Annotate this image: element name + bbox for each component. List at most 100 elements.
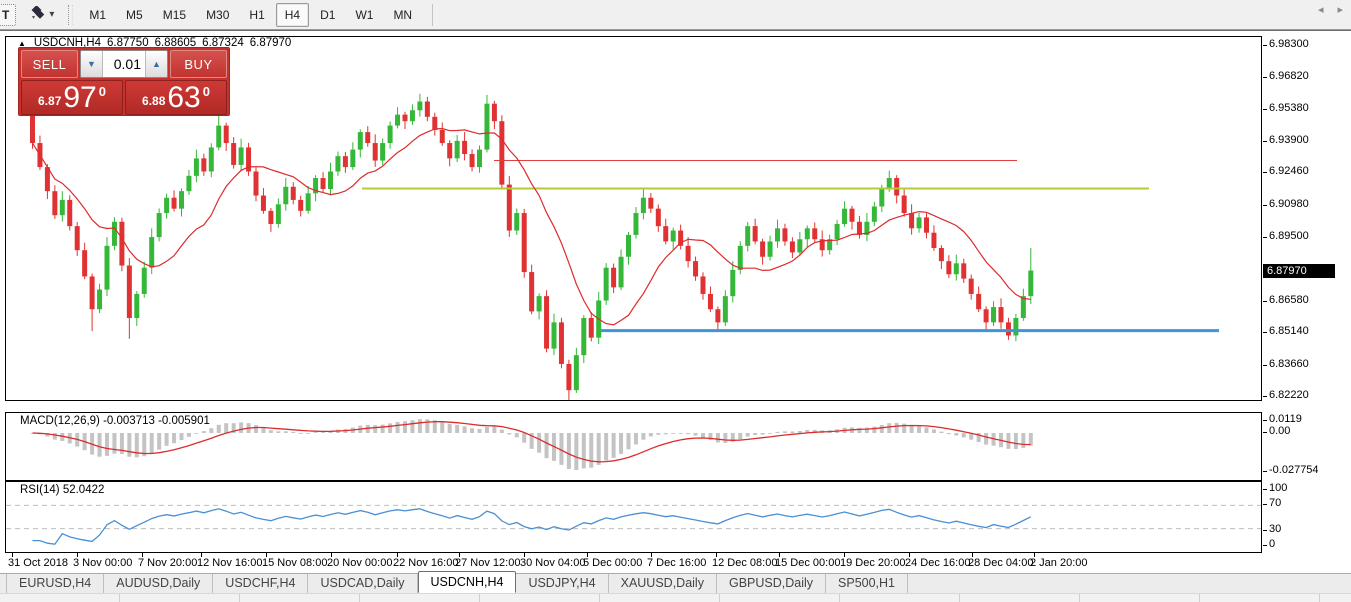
candles-canvas[interactable]	[6, 37, 1261, 400]
axis-tick-mark	[1263, 432, 1267, 433]
volume-increase-button[interactable]: ▲	[145, 51, 167, 77]
buy-price-pips: 63	[167, 81, 201, 114]
axis-tick-mark	[1263, 545, 1267, 546]
arrange-windows-button[interactable]: ▾	[25, 2, 59, 27]
chart-tab-gbpusd-daily[interactable]: GBPUSD,Daily	[717, 574, 827, 593]
sell-price-point: 0	[98, 84, 106, 99]
timeframe-group: M1 M5 M15 M30 H1 H4 D1 W1 MN	[79, 2, 422, 27]
axis-tick-mark	[1263, 396, 1267, 398]
time-tick-label: 12 Dec 08:00	[712, 557, 778, 569]
text-tool-button[interactable]: T	[0, 3, 17, 26]
buy-price-point: 0	[202, 84, 210, 99]
ohlc-low: 6.87324	[202, 37, 244, 49]
timeframe-d1[interactable]: D1	[320, 7, 336, 22]
timeframe-m1[interactable]: M1	[89, 7, 107, 22]
macd-canvas[interactable]	[6, 413, 1261, 480]
time-tick-mark	[909, 553, 910, 557]
axis-tick-mark	[1263, 420, 1267, 421]
time-tick-label: 2 Jan 20:00	[1030, 557, 1088, 569]
macd-label: MACD(12,26,9) -0.003713 -0.005901	[20, 415, 210, 427]
time-tick-label: 30 Nov 04:00	[520, 557, 586, 569]
time-tick-mark	[1034, 553, 1035, 557]
time-tick-mark	[459, 553, 460, 557]
timeframe-m30[interactable]: M30	[206, 7, 230, 22]
volume-decrease-button[interactable]: ▼	[81, 51, 103, 77]
time-tick-mark	[77, 553, 78, 557]
chart-tab-xauusd-daily[interactable]: XAUUSD,Daily	[609, 574, 717, 593]
time-tick-label: 22 Nov 16:00	[393, 557, 459, 569]
timeframe-h1[interactable]: H1	[249, 7, 265, 22]
chart-tab-usdcnh-h4[interactable]: USDCNH,H4	[417, 571, 517, 593]
timeframe-m15[interactable]: M15	[162, 7, 187, 22]
price-tick-label: 6.82220	[1269, 389, 1309, 402]
axis-tick-mark	[1263, 471, 1267, 472]
axis-tick-mark	[1263, 140, 1267, 142]
time-tick-label: 20 Nov 00:00	[327, 557, 393, 569]
time-tick-label: 5 Dec 00:00	[583, 557, 643, 569]
price-axis[interactable]: 6.98300 6.96820 6.95380 6.93900 6.92460 6.909…	[1263, 33, 1351, 558]
sell-price-pips: 97	[63, 81, 97, 114]
time-tick-mark	[266, 553, 267, 557]
timeframe-h4[interactable]: H4	[275, 2, 310, 27]
sell-price-display[interactable]: 6.87 97 0	[21, 80, 123, 115]
current-price-tag: 6.87970	[1263, 263, 1335, 278]
chart-tab-sp500-h1[interactable]: SP500,H1	[826, 574, 908, 593]
tab-scroll-right-icon[interactable]: ▸	[1337, 4, 1343, 16]
buy-price-prefix: 6.88	[142, 94, 166, 108]
arrange-windows-icon	[30, 5, 46, 23]
price-tick-label: 6.95380	[1269, 101, 1309, 114]
chart-tab-usdcad-daily[interactable]: USDCAD,Daily	[308, 574, 418, 593]
time-tick-label: 3 Nov 00:00	[73, 557, 133, 569]
tab-scroll-left-icon[interactable]: ◂	[1317, 4, 1324, 16]
one-click-collapse-icon[interactable]: ▲	[18, 38, 26, 48]
toolbar-grip[interactable]	[68, 4, 74, 25]
one-click-trading-panel: SELL ▼ 0.01 ▲ BUY 6.87 97 0 6.88 63 0	[18, 47, 230, 116]
price-tick-label: 6.96820	[1269, 70, 1309, 83]
chart-tab-usdjpy-h4[interactable]: USDJPY,H4	[516, 574, 609, 593]
time-tick-label: 28 Dec 04:00	[968, 557, 1034, 569]
timeframe-mn[interactable]: MN	[393, 7, 413, 22]
tab-scroll-buttons: ◂ ▸	[1318, 3, 1343, 16]
chart-tab-eurusd-h4[interactable]: EURUSD,H4	[6, 574, 105, 593]
chart-tab-usdchf-h4[interactable]: USDCHF,H4	[213, 574, 309, 593]
time-axis[interactable]: 31 Oct 2018 3 Nov 00:00 7 Nov 20:00 12 Nov …	[5, 553, 1263, 573]
timeframe-w1[interactable]: W1	[355, 7, 374, 22]
axis-tick-mark	[1263, 504, 1267, 505]
price-tick-label: 6.90980	[1269, 197, 1309, 210]
chart-tab-audusd-daily[interactable]: AUDUSD,Daily	[104, 574, 214, 593]
time-tick-mark	[844, 553, 845, 557]
timeframe-m5[interactable]: M5	[126, 7, 143, 22]
ohlc-high: 6.88605	[154, 37, 197, 49]
time-tick-mark	[587, 553, 588, 557]
axis-tick-mark	[1263, 530, 1267, 531]
time-tick-mark	[651, 553, 652, 557]
time-tick-mark	[972, 553, 973, 557]
chart-symbol-period: USDCNH,H4	[33, 37, 102, 49]
price-tick-label: 6.89500	[1269, 230, 1309, 243]
rsi-canvas[interactable]	[6, 482, 1261, 552]
rsi-tick-label: 100	[1269, 482, 1288, 494]
axis-tick-mark	[1263, 364, 1267, 366]
buy-button[interactable]: BUY	[170, 50, 227, 78]
rsi-tick-label: 0	[1269, 538, 1276, 550]
sell-button[interactable]: SELL	[21, 50, 78, 78]
time-tick-mark	[201, 553, 202, 557]
volume-input[interactable]: 0.01	[113, 56, 141, 72]
sell-price-prefix: 6.87	[38, 94, 62, 108]
macd-tick-label: -0.027754	[1269, 464, 1319, 476]
time-tick-mark	[779, 553, 780, 557]
price-tick-label: 6.86580	[1269, 293, 1309, 306]
chart-tab-bar: EURUSD,H4 AUDUSD,Daily USDCHF,H4 USDCAD,Dai…	[0, 571, 1351, 593]
rsi-tick-label: 70	[1269, 497, 1282, 509]
toolbar-separator	[432, 3, 434, 26]
axis-tick-mark	[1263, 300, 1267, 302]
buy-price-display[interactable]: 6.88 63 0	[125, 80, 227, 115]
rsi-label: RSI(14) 52.0422	[20, 484, 105, 496]
rsi-panel[interactable]: RSI(14) 52.0422	[5, 481, 1262, 553]
time-tick-mark	[331, 553, 332, 557]
price-tick-label: 6.98300	[1269, 37, 1309, 50]
axis-tick-mark	[1263, 237, 1267, 239]
macd-tick-label: 0.00	[1269, 425, 1291, 437]
macd-tick-label: 0.0119	[1269, 413, 1302, 425]
macd-panel[interactable]: MACD(12,26,9) -0.003713 -0.005901	[5, 412, 1262, 481]
